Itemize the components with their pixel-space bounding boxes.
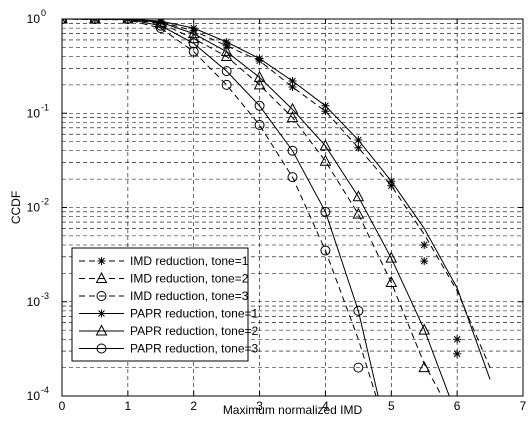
star-marker bbox=[354, 143, 363, 152]
x-tick-label: 5 bbox=[388, 399, 395, 413]
y-tick-label: 10 bbox=[27, 12, 41, 26]
triangle-marker bbox=[352, 190, 365, 202]
x-tick-label: 3 bbox=[256, 399, 263, 413]
triangle-marker bbox=[220, 45, 233, 57]
circle-marker bbox=[287, 172, 298, 183]
star-marker bbox=[420, 257, 429, 266]
circle-marker bbox=[353, 362, 364, 373]
y-tick-exponent: -1 bbox=[41, 102, 49, 112]
star-marker bbox=[387, 177, 396, 186]
x-axis-label: Maximum normalized IMD bbox=[223, 403, 363, 417]
triangle-marker bbox=[385, 251, 398, 263]
triangle-marker bbox=[286, 110, 299, 123]
circle-marker bbox=[287, 145, 298, 156]
triangle-marker bbox=[253, 78, 266, 90]
series-line bbox=[62, 19, 450, 396]
legend-triangle-marker bbox=[95, 271, 108, 283]
legend-triangle-marker bbox=[95, 324, 108, 336]
triangle-marker bbox=[352, 207, 365, 219]
legend-label: PAPR reduction, tone=1 bbox=[130, 307, 259, 321]
triangle-marker bbox=[253, 70, 266, 82]
star-marker bbox=[288, 76, 297, 85]
triangle-marker bbox=[418, 361, 431, 373]
triangle-marker bbox=[418, 323, 431, 335]
star-marker bbox=[354, 136, 363, 145]
legend-label: PAPR reduction, tone=2 bbox=[130, 324, 259, 338]
legend-star-marker bbox=[97, 257, 106, 265]
legend-circle-marker bbox=[96, 291, 107, 301]
legend-label: IMD reduction, tone=2 bbox=[130, 272, 249, 286]
x-tick-label: 4 bbox=[322, 399, 329, 413]
triangle-marker bbox=[187, 27, 200, 39]
legend-circle-marker bbox=[96, 343, 107, 354]
x-tick-label: 7 bbox=[520, 399, 527, 413]
y-tick-exponent: -4 bbox=[41, 385, 49, 395]
star-marker bbox=[222, 38, 231, 47]
x-tick-label: 6 bbox=[454, 399, 461, 413]
series-line bbox=[62, 19, 377, 396]
triangle-marker bbox=[319, 154, 332, 166]
star-marker bbox=[321, 107, 330, 116]
circle-marker bbox=[221, 66, 232, 77]
triangle-marker bbox=[286, 102, 299, 114]
y-tick-exponent: 0 bbox=[41, 8, 46, 18]
star-marker bbox=[321, 101, 330, 110]
legend: IMD reduction, tone=1 IMD reduction, tone… bbox=[71, 247, 259, 362]
y-tick-exponent: -3 bbox=[41, 291, 49, 301]
series-line bbox=[62, 19, 443, 396]
legend-box bbox=[71, 247, 249, 362]
legend-label: IMD reduction, tone=1 bbox=[130, 254, 249, 268]
circle-marker bbox=[254, 100, 265, 111]
circle-marker bbox=[320, 245, 331, 256]
y-tick-exponent: -2 bbox=[41, 197, 49, 207]
triangle-marker bbox=[385, 275, 398, 288]
circle-marker bbox=[353, 305, 364, 316]
series-5 bbox=[62, 19, 450, 396]
circle-marker bbox=[188, 46, 199, 57]
star-marker bbox=[255, 54, 264, 63]
legend-star-marker bbox=[97, 309, 106, 318]
circle-marker bbox=[188, 38, 199, 49]
series-group bbox=[62, 19, 491, 396]
y-tick-label: 10 bbox=[27, 389, 41, 403]
star-marker bbox=[453, 335, 462, 344]
x-tick-label: 0 bbox=[59, 399, 66, 413]
star-marker bbox=[387, 181, 396, 190]
series-line bbox=[62, 19, 379, 396]
circle-marker bbox=[254, 120, 265, 131]
legend-label: IMD reduction, tone=3 bbox=[130, 289, 249, 303]
circle-marker bbox=[221, 79, 232, 90]
triangle-marker bbox=[319, 139, 332, 151]
y-axis-label: CCDF bbox=[9, 191, 23, 224]
y-tick-label: 10 bbox=[27, 295, 41, 309]
y-tick-label: 10 bbox=[27, 201, 41, 215]
star-marker bbox=[288, 82, 297, 91]
x-tick-label: 2 bbox=[190, 399, 197, 413]
circle-marker bbox=[320, 206, 331, 217]
star-marker bbox=[420, 241, 429, 250]
circle-marker bbox=[89, 19, 100, 24]
legend-label: PAPR reduction, tone=3 bbox=[130, 342, 259, 356]
star-marker bbox=[453, 349, 462, 358]
y-tick-label: 10 bbox=[27, 106, 41, 120]
x-tick-label: 1 bbox=[125, 399, 132, 413]
circle-marker bbox=[155, 20, 166, 31]
